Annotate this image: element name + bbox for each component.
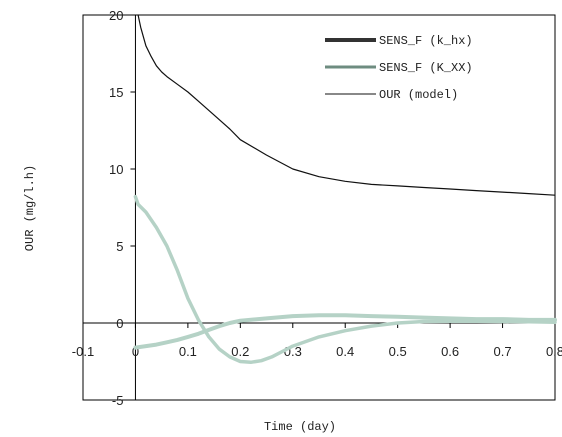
- y-tick-label: 0: [116, 316, 123, 331]
- plot-frame: [82, 14, 556, 401]
- x-tick-label: 0.6: [441, 344, 459, 359]
- legend-label-our-model: OUR (model): [379, 88, 458, 102]
- series-line-k-xx: [133, 194, 557, 365]
- legend: SENS_F (k_hx) SENS_F (K_XX) OUR (model): [325, 34, 473, 102]
- plot-area: [82, 14, 556, 401]
- y-tick-label: 15: [109, 85, 123, 100]
- legend-label-k-xx: SENS_F (K_XX): [379, 61, 473, 75]
- x-tick-label: 0.8: [546, 344, 562, 359]
- y-tick-label: -5: [112, 393, 124, 408]
- y-tick-label: 10: [109, 162, 123, 177]
- x-axis-title: Time (day): [264, 420, 336, 434]
- x-tick-label: 0.5: [389, 344, 407, 359]
- legend-label-k-hx: SENS_F (k_hx): [379, 34, 473, 48]
- x-tick-label: 0.4: [336, 344, 354, 359]
- series-line-our-model: [137, 14, 556, 196]
- x-tick-label: 0.7: [494, 344, 512, 359]
- axes: [83, 15, 555, 400]
- x-tick-label: -0.1: [72, 344, 94, 359]
- series-group: [133, 14, 557, 365]
- y-tick-label: 20: [109, 8, 123, 23]
- y-axis-title: OUR (mg/l.h): [23, 165, 37, 251]
- y-tick-label: 5: [116, 239, 123, 254]
- x-tick-label: 0.2: [231, 344, 249, 359]
- series-line-k-hx: [133, 313, 557, 350]
- x-tick-label: 0.1: [179, 344, 197, 359]
- x-tick-label: 0: [132, 344, 139, 359]
